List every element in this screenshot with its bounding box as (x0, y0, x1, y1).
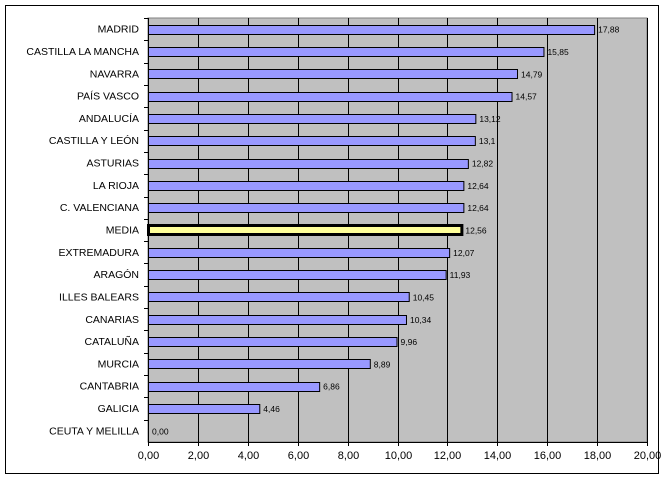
category-label: CASTILLA LA MANCHA (26, 46, 139, 58)
bar (148, 47, 545, 57)
bar (148, 181, 465, 191)
bar (148, 136, 476, 146)
value-label: 14,57 (516, 92, 538, 102)
plot-area: 17,88 15,85 14,79 14,57 13,12 13,1 12,82 12,64 1… (144, 17, 648, 446)
x-tick-label: 8,00 (338, 450, 359, 462)
bar (148, 270, 447, 280)
category-label: MADRID (98, 24, 140, 36)
bar (148, 315, 407, 325)
value-label: 12,56 (465, 226, 487, 236)
category-label: ILLES BALEARS (59, 291, 139, 303)
category-label: CATALUÑA (85, 335, 139, 348)
category-label: ASTURIAS (86, 158, 139, 170)
bar (148, 404, 261, 414)
x-tick-label: 2,00 (188, 450, 209, 462)
category-label: LA RIOJA (93, 180, 139, 192)
bar (148, 92, 513, 102)
x-tick-label: 0,00 (138, 450, 159, 462)
bar (148, 203, 465, 213)
x-tick-label: 18,00 (584, 450, 612, 462)
bar (148, 25, 596, 35)
bar (148, 248, 451, 258)
value-label: 6,86 (323, 382, 340, 392)
category-label: MEDIA (106, 225, 139, 237)
value-label: 12,07 (453, 248, 475, 258)
bar-media (147, 224, 464, 236)
value-label: 12,64 (467, 203, 489, 213)
category-label: EXTREMADURA (58, 247, 139, 259)
category-label: ANDALUCÍA (79, 112, 139, 125)
category-label: GALICIA (98, 403, 139, 415)
category-label: MURCIA (98, 358, 139, 370)
category-label: CANARIAS (85, 314, 139, 326)
category-label: PAÍS VASCO (77, 90, 139, 103)
value-label: 11,93 (450, 270, 471, 280)
category-label: CASTILLA Y LEÓN (49, 134, 139, 147)
category-label: CEUTA Y MELILLA (49, 425, 139, 437)
value-label: 13,12 (479, 114, 501, 124)
value-label: 15,85 (547, 47, 569, 57)
x-tick-label: 10,00 (385, 450, 413, 462)
x-tick-label: 6,00 (288, 450, 309, 462)
x-tick-label: 4,00 (238, 450, 259, 462)
x-tick-label: 20,00 (634, 450, 662, 462)
category-labels: MADRID CASTILLA LA MANCHA NAVARRA PAÍS VASC… (26, 24, 139, 438)
value-label: 14,79 (521, 69, 543, 79)
category-label: C. VALENCIANA (60, 202, 139, 214)
value-label: 9,96 (401, 337, 418, 347)
value-label: 12,64 (467, 181, 489, 191)
value-label: 17,88 (598, 25, 620, 35)
value-label: 4,46 (263, 404, 280, 414)
value-label: 13,1 (479, 136, 496, 146)
x-tick-label: 12,00 (434, 450, 462, 462)
category-label: ARAGÓN (93, 268, 139, 281)
value-label: 0,00 (152, 426, 169, 436)
category-label: CANTABRIA (80, 381, 139, 393)
x-tick-label: 14,00 (484, 450, 512, 462)
bar (148, 159, 469, 169)
x-tick-label: 16,00 (534, 450, 562, 462)
bar (148, 69, 519, 79)
bar (148, 292, 410, 302)
value-label: 10,34 (410, 315, 432, 325)
bar (148, 114, 477, 124)
value-label: 8,89 (374, 359, 391, 369)
bar (148, 382, 321, 392)
bar (148, 359, 371, 369)
x-tick-labels: 0,00 2,00 4,00 6,00 8,00 10,00 12,00 14,00 16,00… (138, 450, 661, 462)
value-label: 10,45 (413, 292, 435, 302)
bar (148, 337, 398, 347)
category-label: NAVARRA (90, 68, 139, 80)
value-label: 12,82 (472, 159, 494, 169)
